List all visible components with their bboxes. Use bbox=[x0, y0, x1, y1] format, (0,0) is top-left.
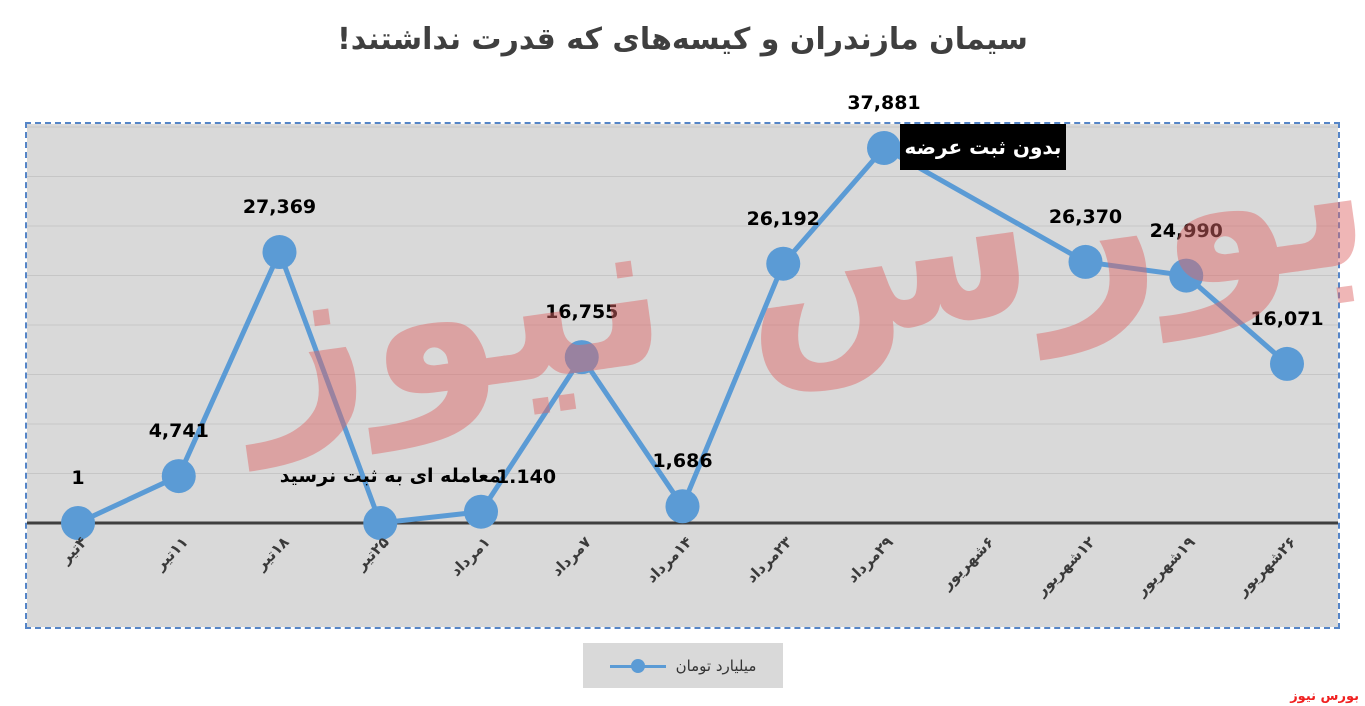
data-point-marker-11 bbox=[1169, 258, 1204, 293]
data-point-label-0: 1 bbox=[71, 466, 85, 489]
data-point-marker-10 bbox=[1068, 244, 1103, 279]
legend: میلیارد تومان bbox=[583, 643, 783, 688]
data-point-label-4: 1.140 bbox=[495, 465, 557, 488]
plot-area bbox=[27, 124, 1338, 627]
data-point-label-2: 27,369 bbox=[242, 196, 317, 219]
data-point-marker-1 bbox=[161, 459, 196, 494]
data-point-label-7: 26,192 bbox=[746, 207, 820, 230]
data-point-marker-7 bbox=[766, 246, 801, 281]
data-point-label-8: 37,881 bbox=[847, 91, 921, 114]
no-supply-annotation: بدون ثبت عرضه bbox=[900, 124, 1066, 170]
data-point-label-11: 24,990 bbox=[1149, 219, 1223, 242]
chart-canvas bbox=[27, 126, 1338, 540]
watermark-corner: بورس نیوز bbox=[1290, 689, 1359, 704]
chart-title: سیمان مازندران و کیسه‌های که قدرت نداشتن… bbox=[337, 22, 1028, 57]
data-point-marker-4 bbox=[464, 494, 498, 529]
data-point-label-6: 1,686 bbox=[652, 450, 713, 473]
data-point-marker-3 bbox=[363, 506, 398, 540]
data-point-label-1: 4,741 bbox=[148, 420, 209, 443]
data-point-marker-12 bbox=[1270, 346, 1304, 381]
data-point-marker-6 bbox=[665, 489, 700, 524]
data-point-marker-5 bbox=[564, 340, 599, 375]
data-point-marker-8 bbox=[867, 130, 901, 165]
legend-label: میلیارد تومان bbox=[675, 656, 757, 675]
data-point-label-3: معامله ای به ثبت نرسید bbox=[279, 465, 501, 487]
data-point-marker-2 bbox=[262, 235, 297, 270]
data-point-label-5: 16,755 bbox=[545, 301, 619, 324]
data-point-label-10: 26,370 bbox=[1048, 205, 1123, 228]
data-point-label-12: 16,071 bbox=[1250, 307, 1324, 330]
legend-dot-icon bbox=[630, 658, 645, 673]
data-point-marker-0 bbox=[61, 505, 95, 540]
line-marker-icon bbox=[609, 658, 666, 674]
